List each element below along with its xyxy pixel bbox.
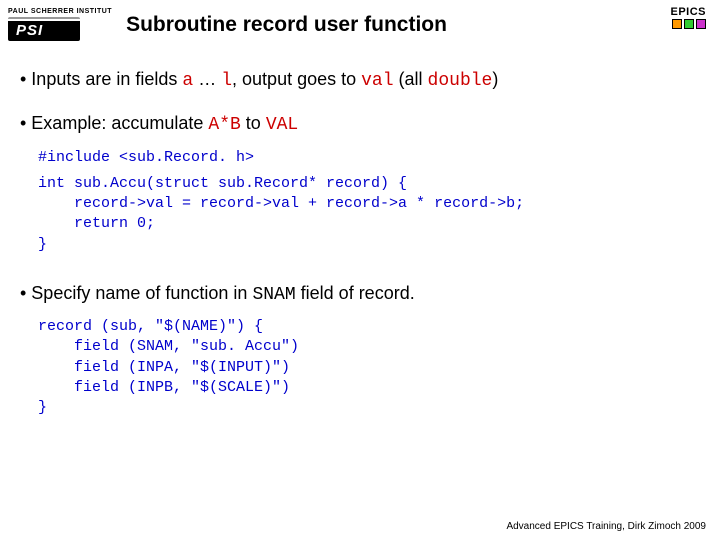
epics-square-icon	[696, 19, 706, 29]
text: • Inputs are in fields	[20, 69, 182, 89]
bullet-1: • Inputs are in fields a … l, output goe…	[20, 67, 700, 93]
bullet-2: • Example: accumulate A*B to VAL	[20, 111, 700, 137]
code-include: #include <sub.Record. h>	[38, 148, 700, 168]
text: , output goes to	[232, 69, 361, 89]
code-record: record (sub, "$(NAME)") { field (SNAM, "…	[38, 317, 700, 418]
epics-logo: EPICS	[670, 6, 706, 29]
expr-ab: A*B	[208, 115, 240, 135]
field-snam: SNAM	[252, 285, 295, 305]
text: …	[193, 69, 221, 89]
slide-footer: Advanced EPICS Training, Dirk Zimoch 200…	[506, 521, 706, 532]
psi-institute-text: PAUL SCHERRER INSTITUT	[8, 8, 112, 15]
epics-square-icon	[672, 19, 682, 29]
slide-content: • Inputs are in fields a … l, output goe…	[0, 45, 720, 418]
text: to	[241, 113, 266, 133]
field-l: l	[221, 71, 232, 91]
psi-logo-box	[8, 17, 80, 41]
code-function: int sub.Accu(struct sub.Record* record) …	[38, 174, 700, 255]
field-a: a	[182, 71, 193, 91]
text: )	[492, 69, 498, 89]
slide-header: PAUL SCHERRER INSTITUT Subroutine record…	[0, 0, 720, 45]
epics-label: EPICS	[670, 6, 706, 18]
text: field of record.	[296, 283, 415, 303]
epics-square-icon	[684, 19, 694, 29]
field-val: val	[361, 71, 393, 91]
epics-squares	[670, 19, 706, 29]
slide-title: Subroutine record user function	[126, 13, 447, 37]
type-double: double	[428, 71, 493, 91]
text: • Specify name of function in	[20, 283, 252, 303]
field-val-upper: VAL	[266, 115, 298, 135]
text: • Example: accumulate	[20, 113, 208, 133]
bullet-3: • Specify name of function in SNAM field…	[20, 281, 700, 307]
text: (all	[394, 69, 428, 89]
psi-logo: PAUL SCHERRER INSTITUT	[8, 8, 112, 41]
